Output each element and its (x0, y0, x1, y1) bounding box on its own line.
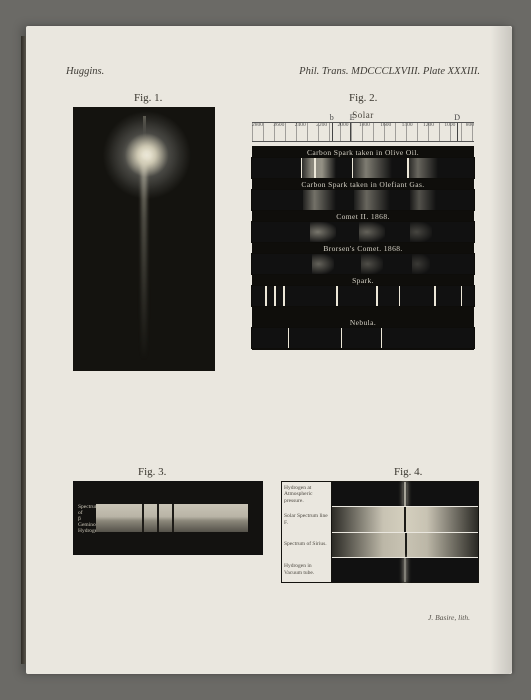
fig4-label: Fig. 4. (394, 466, 422, 478)
spectrum-spark: NO H N Hy N Na (252, 286, 474, 306)
spectrum-carbon-olive-oil (252, 158, 474, 178)
fig4-spectra-comparison: Hydrogen at Atmospheric pressure. Solar … (282, 482, 478, 582)
fraunhofer-E: E (350, 113, 355, 122)
fig2-wavelength-scale: b E D 280026002400 220020001800 16001400… (252, 122, 474, 142)
fig2-tick-labels: 280026002400 220020001800 160014001200 1… (252, 122, 474, 128)
fig4-label-r4: Hydrogen in Vacuum tube. (282, 557, 331, 582)
fig3-absorption-line (157, 504, 159, 532)
spec-title-brorsen: Brorsen's Comet. 1868. (252, 242, 474, 254)
spectrum-brorsen-comet-1868 (252, 254, 474, 274)
fraunhofer-D: D (454, 113, 460, 122)
fig4-label-r2: Solar Spectrum line F. (282, 507, 331, 532)
fig3-continuous-spectrum (96, 504, 248, 532)
spec-title-cometII: Comet II. 1868. (252, 210, 474, 222)
fig4-row-labels: Hydrogen at Atmospheric pressure. Solar … (282, 482, 332, 582)
lithographer-credit: J. Basire, lith. (428, 613, 470, 622)
fig3-absorption-line (172, 504, 174, 532)
fig2-scale-title: Solar (252, 110, 474, 120)
spectrum-comet-II-1868 (252, 222, 474, 242)
header-citation: Phil. Trans. MDCCCLXVIII. Plate XXXIII. (299, 66, 480, 77)
fig4-strips (332, 482, 478, 582)
fig2-spectra-stack: Solar b E D 280026002400 220020001800 16… (252, 110, 474, 350)
fig3-absorption-line (142, 504, 144, 532)
page-curl-shadow (490, 26, 512, 674)
fig1-comet-image (74, 108, 214, 370)
fig4-strip-hydrogen-atm (332, 482, 478, 507)
fig4-label-r1: Hydrogen at Atmospheric pressure. (282, 482, 331, 507)
fig2-label: Fig. 2. (349, 92, 377, 104)
spec-title-carbon2: Carbon Spark taken in Olefiant Gas. (252, 178, 474, 190)
fig4-strip-hydrogen-vac (332, 558, 478, 582)
fig2-frame: Carbon Spark taken in Olive Oil. Carbon … (252, 146, 474, 350)
header-author: Huggins. (66, 66, 104, 77)
fig4-strip-sirius (332, 533, 478, 558)
fig1-comet-tail (141, 160, 147, 360)
fig3-label: Fig. 3. (138, 466, 166, 478)
scanned-plate-page: Huggins. Phil. Trans. MDCCCLXVIII. Plate… (26, 26, 512, 674)
fig1-label: Fig. 1. (134, 92, 162, 104)
spec-title-spark: Spark. (252, 274, 474, 286)
fraunhofer-b: b (330, 113, 334, 122)
spectrum-nebula (252, 328, 474, 348)
fig3-spectrum-box: Spectrum of β Geminorum. Hydrogen. (74, 482, 262, 554)
fig4-strip-solar-F (332, 507, 478, 532)
spectrum-carbon-olefiant-gas (252, 190, 474, 210)
fig3-side-labels: Spectrum of β Geminorum. Hydrogen. (78, 504, 94, 534)
spec-title-carbon1: Carbon Spark taken in Olive Oil. (252, 146, 474, 158)
plate-content: Huggins. Phil. Trans. MDCCCLXVIII. Plate… (64, 66, 484, 646)
fig4-label-r3: Spectrum of Sirius. (282, 532, 331, 557)
spec-title-nebula: Nebula. (252, 316, 474, 328)
